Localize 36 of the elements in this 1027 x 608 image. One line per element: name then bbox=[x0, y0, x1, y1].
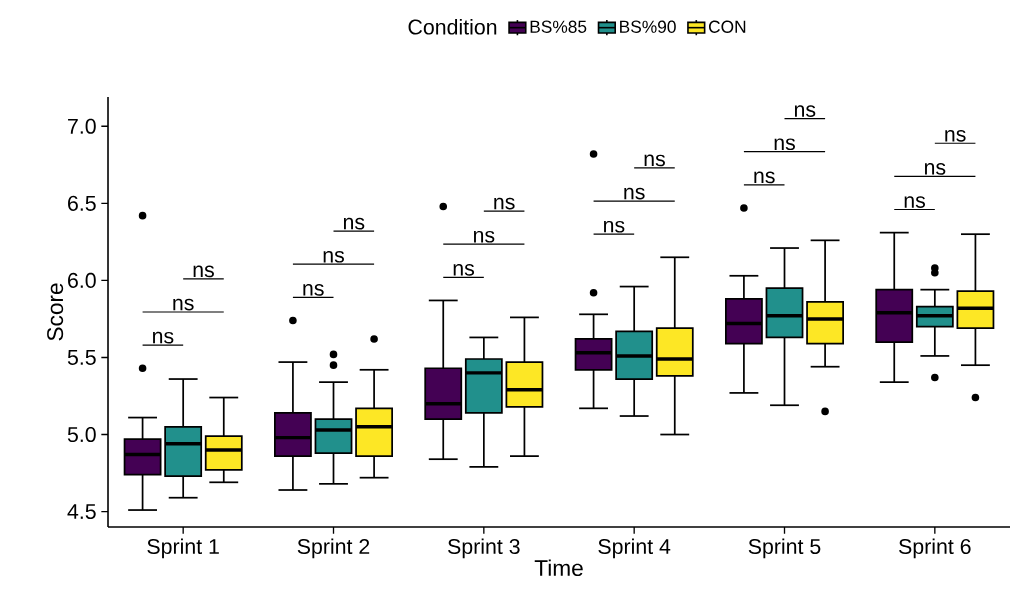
annotation: ns bbox=[904, 196, 926, 208]
annotation: ns bbox=[774, 138, 795, 151]
annotation: ns bbox=[323, 250, 344, 263]
annotation: ns bbox=[303, 284, 324, 296]
annotation: ns bbox=[494, 197, 515, 210]
y-tick-label: 4.5 bbox=[67, 504, 96, 520]
legend-label: BS%85 bbox=[530, 20, 587, 33]
annotation: ns bbox=[343, 217, 365, 230]
annotation: ns bbox=[453, 264, 475, 276]
legend-label: CON bbox=[708, 20, 746, 33]
x-tick-label: Sprint 5 bbox=[748, 538, 821, 559]
y-axis-title: Score bbox=[47, 283, 64, 341]
annotation: ns bbox=[754, 171, 775, 184]
annotation: ns bbox=[153, 331, 174, 344]
x-tick-label: Sprint 3 bbox=[448, 538, 520, 559]
annotation: ns bbox=[924, 163, 946, 175]
annotation: ns bbox=[604, 220, 625, 233]
x-axis-title: Time bbox=[534, 559, 583, 577]
annotation: ns bbox=[624, 187, 645, 200]
y-tick-label: 7.0 bbox=[68, 118, 96, 134]
annotation: ns bbox=[173, 298, 194, 311]
annotation: ns bbox=[193, 265, 214, 278]
y-tick-label: 6.0 bbox=[68, 272, 96, 288]
legend-label: BS%90 bbox=[620, 20, 676, 33]
annotation: ns bbox=[644, 154, 665, 167]
x-tick-label: Sprint 1 bbox=[147, 538, 219, 559]
y-tick-label: 5.5 bbox=[67, 350, 96, 365]
x-tick-label: Sprint 4 bbox=[598, 538, 671, 559]
x-tick-label: Sprint 6 bbox=[899, 538, 971, 559]
y-tick-label: 6.5 bbox=[68, 195, 96, 211]
y-tick-label: 5.0 bbox=[67, 426, 96, 443]
x-tick-label: Sprint 2 bbox=[297, 538, 370, 559]
annotation: ns bbox=[794, 105, 816, 117]
annotation: ns bbox=[473, 230, 495, 243]
annotation: ns bbox=[945, 129, 966, 142]
legend-title: Condition bbox=[408, 18, 497, 35]
